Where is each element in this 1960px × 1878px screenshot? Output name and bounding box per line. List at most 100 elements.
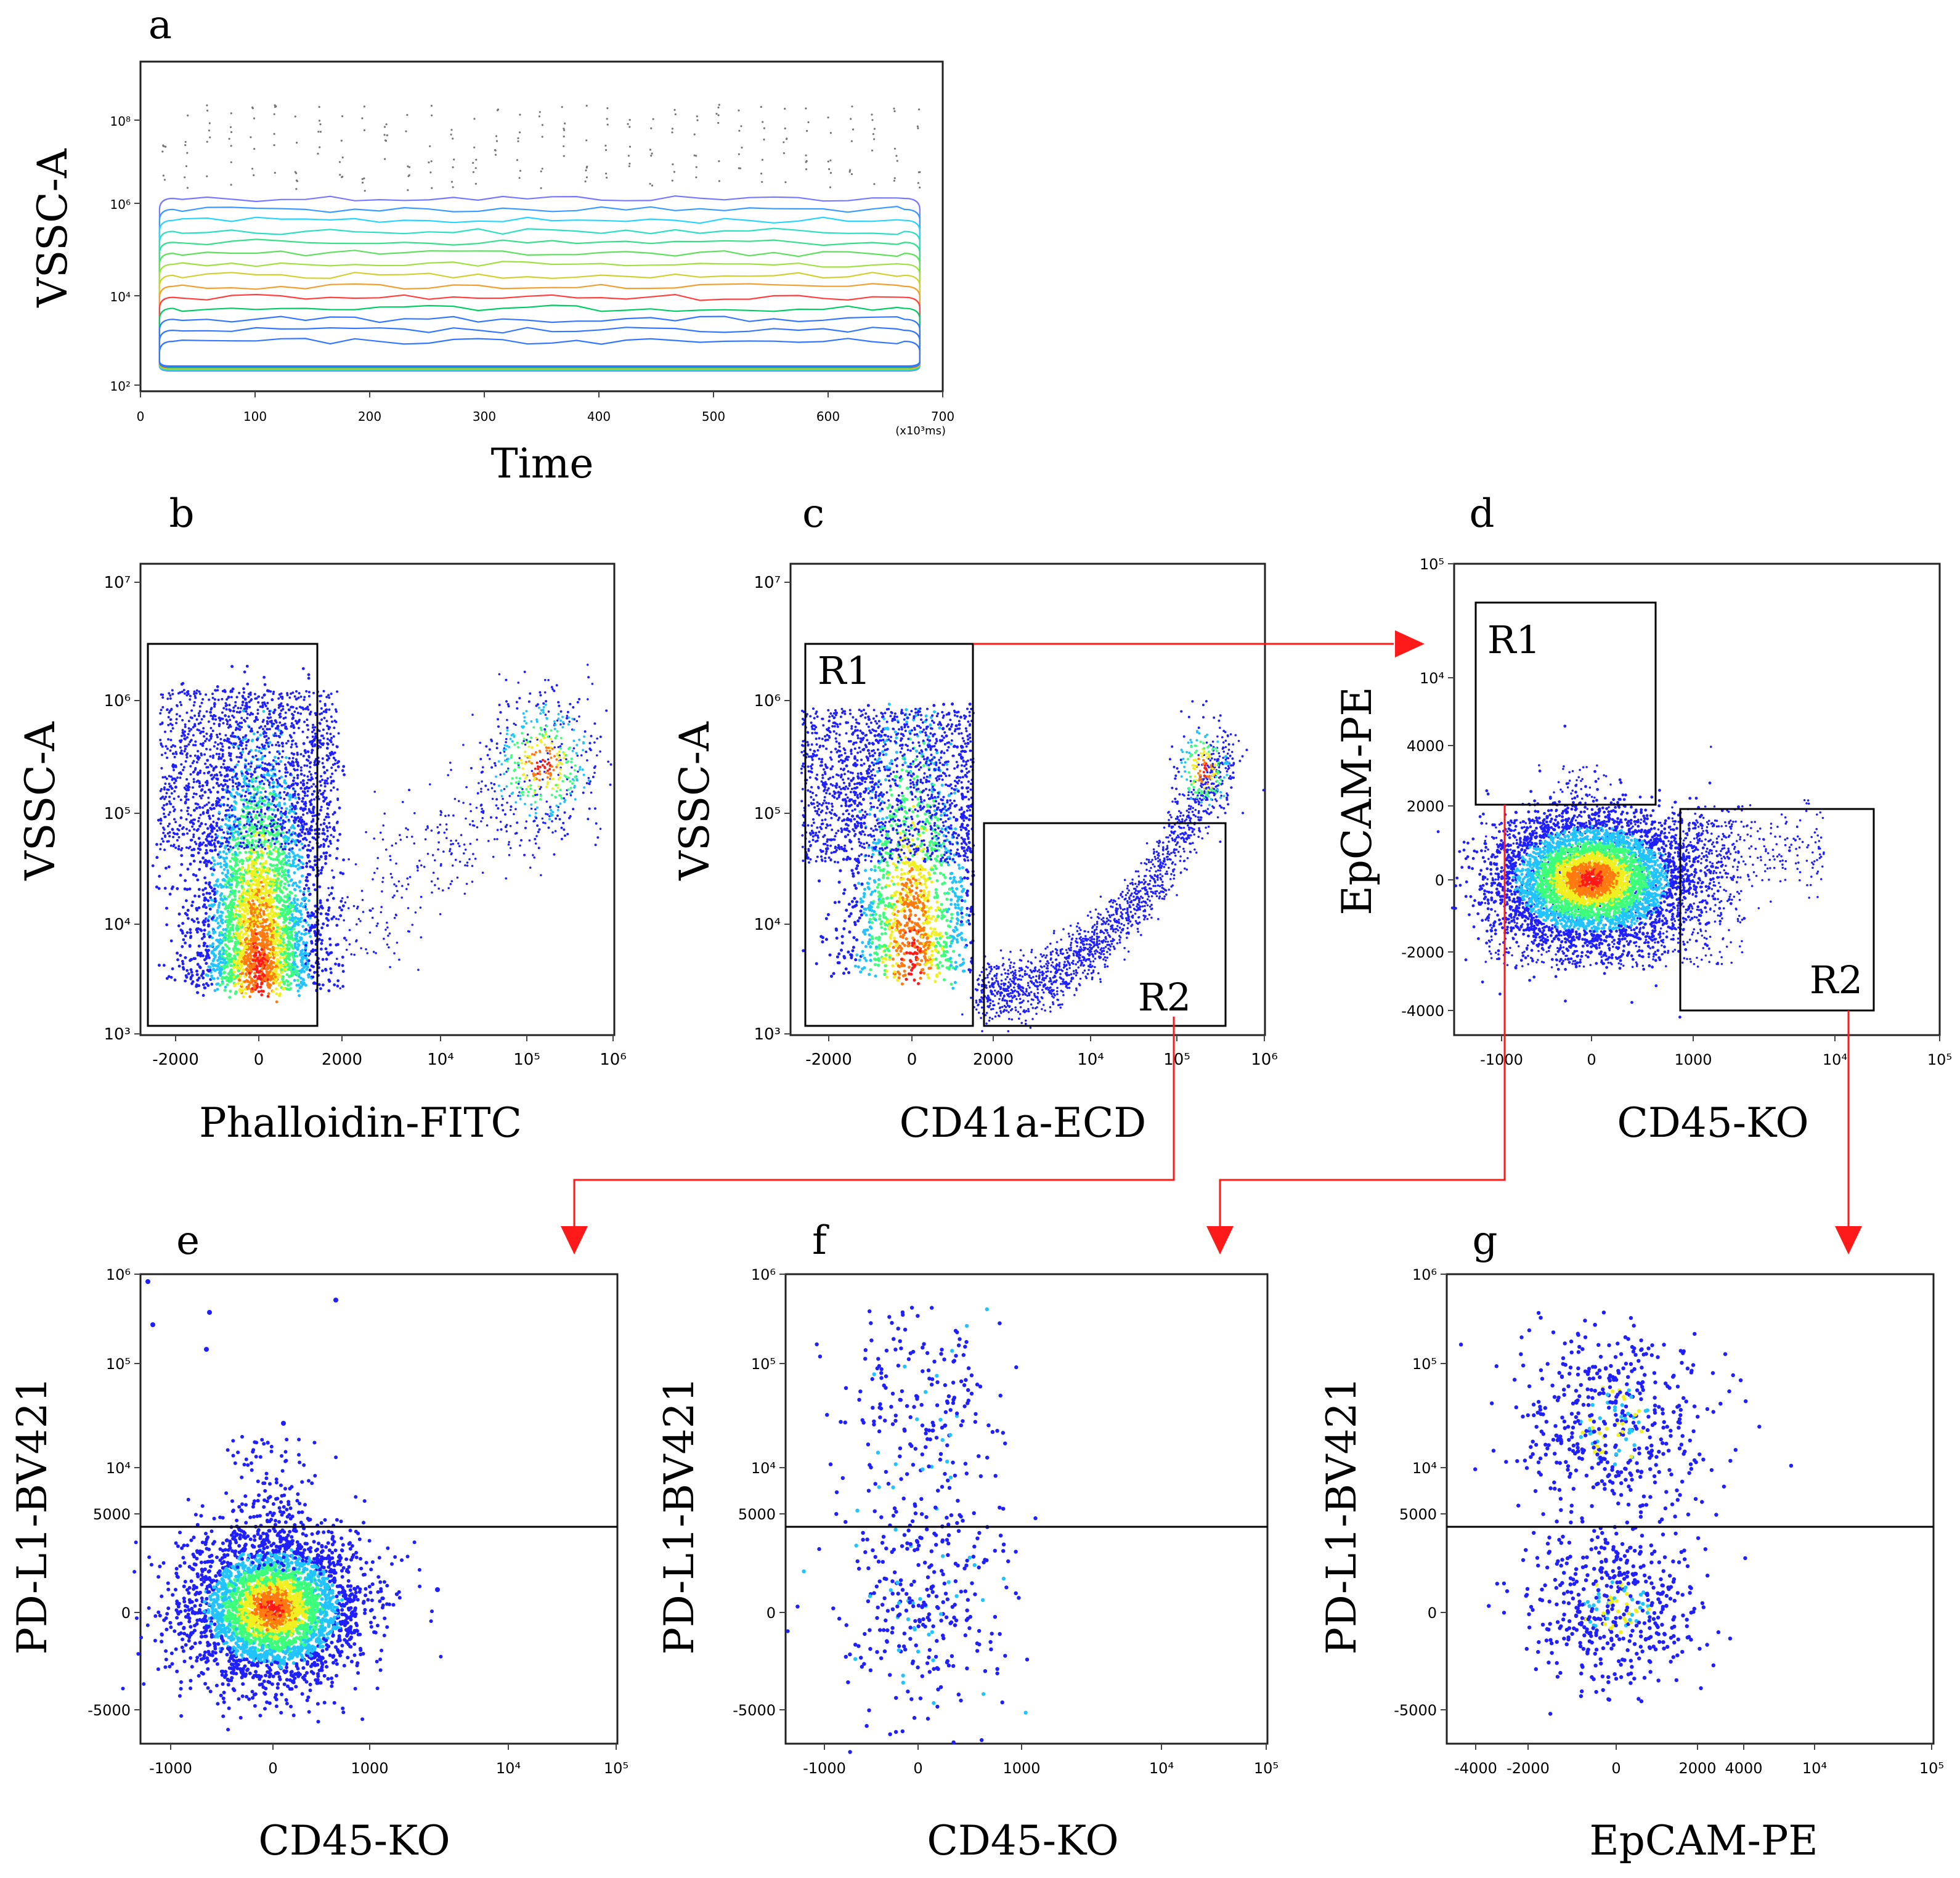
panel-b-event (232, 746, 235, 749)
panel-b-event (208, 815, 211, 818)
panel-b-event (325, 851, 328, 855)
panel-b-event (233, 808, 237, 811)
panel-b-event (309, 929, 312, 932)
panel-b-event (276, 923, 280, 926)
panel-a-event (497, 108, 500, 111)
panel-b-event (296, 774, 299, 777)
panel-b-event (227, 910, 230, 914)
panel-b-event (231, 924, 235, 927)
panel-b-event (306, 962, 310, 965)
panel-b-event (231, 853, 235, 856)
panel-b-event (342, 904, 345, 908)
panel-b-event (254, 749, 258, 752)
panel-a-event (274, 106, 277, 108)
panel-b-event (198, 824, 201, 828)
panel-b-event (214, 919, 218, 922)
panel-b-event (219, 894, 222, 897)
panel-b-event (160, 754, 163, 757)
panel-b-event (269, 882, 272, 885)
panel-a-event (407, 189, 409, 192)
panel-b-event (206, 758, 209, 762)
panel-a-event (738, 129, 741, 132)
panel-b-event (195, 917, 199, 921)
panel-b-event (276, 750, 279, 753)
panel-b-event (215, 890, 219, 893)
panel-a-event (317, 152, 319, 155)
panel-b-event (272, 864, 275, 867)
panel-b-event (311, 792, 314, 796)
panel-b-event (304, 908, 308, 911)
panel-b-event (179, 816, 183, 819)
panel-a-event (717, 121, 720, 124)
panel-b-events (151, 664, 612, 1004)
panel-b-event (246, 924, 250, 927)
panel-b-event (280, 869, 284, 872)
panel-b-event (275, 905, 279, 909)
panel-a-event (341, 115, 344, 118)
panel-b-event (179, 776, 182, 779)
panel-b-event (285, 742, 288, 745)
panel-b-event (324, 862, 327, 865)
panel-b-event (261, 944, 264, 948)
panel-b-event (215, 821, 219, 825)
panel-b-event (240, 913, 244, 916)
panel-b-event (233, 898, 237, 901)
panel-b-event (310, 820, 313, 823)
panel-a-event (428, 161, 430, 164)
panel-b-event (332, 876, 335, 879)
panel-b-event (340, 900, 343, 903)
panel-b-event (281, 987, 285, 991)
panel-b-event (296, 801, 299, 804)
panel-b-event (196, 878, 200, 882)
panel-b-event (246, 912, 250, 916)
panel-a-event (474, 182, 478, 185)
panel-b-event (302, 890, 306, 894)
panel-b-event (204, 898, 208, 901)
panel-b-event (292, 752, 296, 756)
panel-b-event (177, 847, 181, 851)
panel-a-event (384, 139, 387, 142)
panel-b-event (291, 905, 295, 908)
panel-a-event (450, 133, 452, 136)
panel-b-event (237, 881, 240, 884)
panel-b-event (254, 951, 258, 955)
panel-b-event (261, 973, 265, 976)
panel-a-event (760, 173, 763, 175)
panel-a-event (852, 128, 855, 131)
panel-b-event (244, 972, 248, 976)
panel-b-event (272, 914, 276, 917)
panel-b-event (304, 983, 307, 987)
panel-b-event (291, 916, 295, 919)
panel-b-event (334, 769, 337, 772)
panel-b-event (264, 881, 267, 885)
panel-b-event (269, 792, 272, 795)
panel-b-event (268, 781, 271, 784)
panel-b-event (299, 980, 303, 984)
panel-b-event (193, 714, 197, 717)
panel-b-xtick-label: 0 (254, 1051, 264, 1069)
panel-b-event (285, 973, 289, 977)
panel-a-event (230, 131, 233, 133)
panel-b-event (246, 712, 249, 715)
panel-b-event (299, 889, 302, 893)
panel-b-event (262, 694, 266, 697)
panel-b-event (331, 772, 334, 775)
panel-b-event (218, 850, 222, 854)
panel-b-event (234, 957, 237, 961)
panel-a-event (538, 115, 541, 118)
panel-b-event (290, 965, 293, 969)
panel-b-event (165, 906, 168, 910)
panel-b-event (321, 957, 325, 961)
panel-b-event (180, 854, 184, 857)
panel-b-event (235, 720, 238, 723)
panel-b-event (212, 820, 215, 823)
panel-b-event (263, 683, 267, 686)
panel-b-event (339, 914, 343, 917)
panel-b-event (283, 848, 287, 851)
panel-b-event (323, 785, 327, 788)
panel-b-event (198, 868, 201, 871)
panel-b-event (241, 953, 244, 956)
panel-b-event (246, 815, 249, 818)
panel-b-event (260, 757, 263, 761)
panel-b-event (266, 932, 269, 935)
